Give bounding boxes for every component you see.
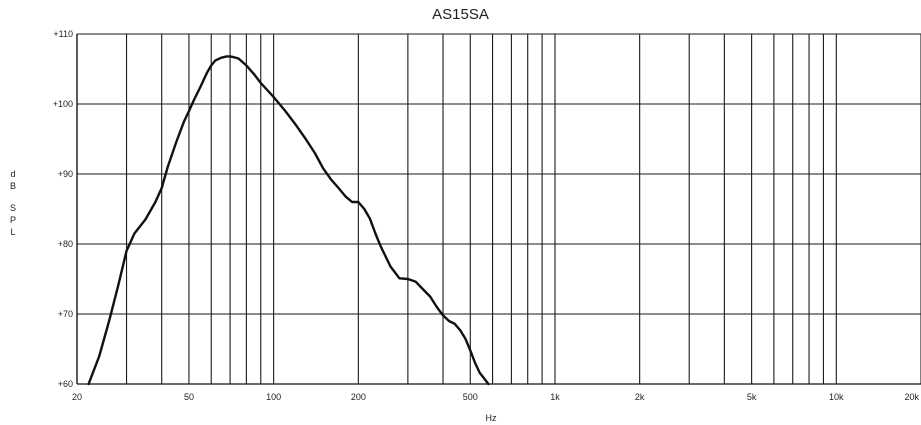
- x-tick-label: 50: [184, 392, 194, 402]
- x-tick-labels: 20 50 100 200 500 1k 2k 5k 10k 20k: [72, 392, 920, 402]
- x-tick-label: 5k: [747, 392, 757, 402]
- y-axis-label-letter: S: [9, 203, 16, 213]
- y-axis-label-letter: d: [10, 169, 16, 179]
- grid-minor: [76, 34, 921, 384]
- y-tick-label: +110: [53, 29, 73, 39]
- grid-major: [76, 33, 921, 385]
- chart-title: AS15SA: [432, 6, 489, 23]
- x-axis-label: Hz: [486, 413, 497, 423]
- x-tick-label: 200: [351, 392, 366, 402]
- x-tick-label: 10k: [829, 392, 844, 402]
- y-axis-label-letter: P: [9, 215, 16, 225]
- x-tick-label: 500: [463, 392, 478, 402]
- x-tick-label: 1k: [550, 392, 560, 402]
- y-axis-label-letter: L: [10, 227, 16, 237]
- y-tick-label: +80: [58, 239, 73, 249]
- y-tick-label: +70: [58, 309, 73, 319]
- x-tick-label: 20k: [904, 392, 919, 402]
- x-tick-label: 20: [72, 392, 82, 402]
- x-tick-label: 2k: [635, 392, 645, 402]
- y-tick-label: +90: [58, 169, 73, 179]
- series-line: [87, 55, 490, 386]
- y-tick-labels: +60 +70 +80 +90 +100 +110: [53, 29, 73, 389]
- y-tick-label: +60: [58, 379, 73, 389]
- y-axis-label: d B S P L: [9, 168, 17, 238]
- x-tick-label: 100: [266, 392, 281, 402]
- y-axis-label-letter: B: [9, 181, 16, 191]
- y-tick-label: +100: [53, 99, 73, 109]
- series-layer: [87, 55, 490, 386]
